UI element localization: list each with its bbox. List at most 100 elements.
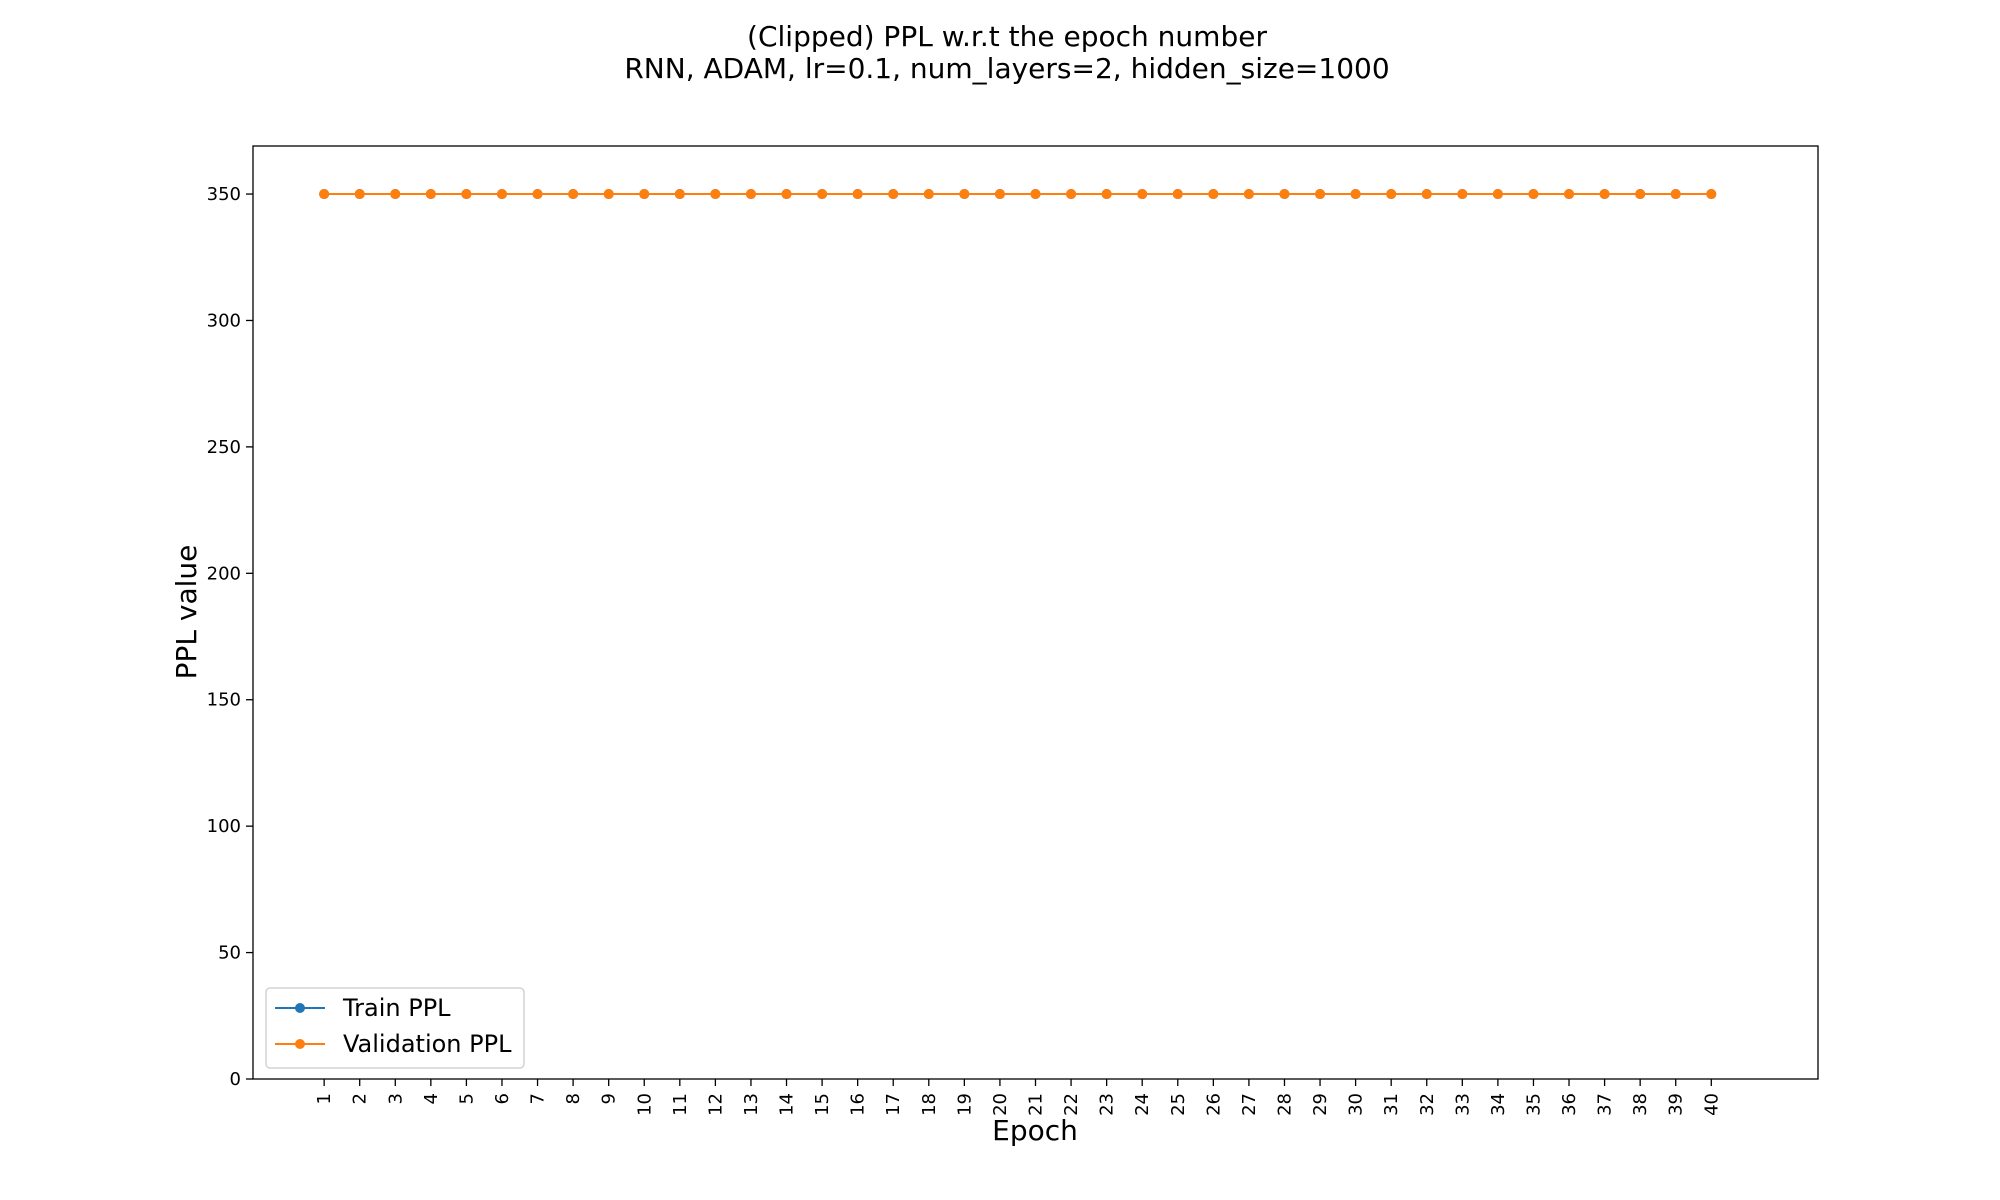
- chart-title: (Clipped) PPL w.r.t the epoch number: [747, 20, 1267, 53]
- x-tick-label: 32: [1417, 1093, 1438, 1116]
- y-tick-label: 150: [207, 690, 241, 711]
- data-point-validation-ppl: [1066, 189, 1077, 200]
- data-point-validation-ppl: [496, 189, 507, 200]
- data-point-validation-ppl: [1137, 189, 1148, 200]
- data-point-validation-ppl: [781, 189, 792, 200]
- data-point-validation-ppl: [1315, 189, 1326, 200]
- data-point-validation-ppl: [461, 189, 472, 200]
- data-point-validation-ppl: [1635, 189, 1646, 200]
- data-point-validation-ppl: [817, 189, 828, 200]
- data-point-validation-ppl: [994, 189, 1005, 200]
- data-point-validation-ppl: [1599, 189, 1610, 200]
- x-tick-label: 24: [1132, 1093, 1153, 1116]
- x-tick-label: 25: [1168, 1093, 1189, 1116]
- x-tick-label: 13: [741, 1093, 762, 1116]
- data-point-validation-ppl: [1172, 189, 1183, 200]
- x-axis-label: Epoch: [992, 1114, 1078, 1147]
- y-tick-label: 50: [218, 943, 241, 964]
- chart-subtitle: RNN, ADAM, lr=0.1, num_layers=2, hidden_…: [624, 52, 1389, 85]
- x-tick-label: 30: [1346, 1093, 1367, 1116]
- data-point-validation-ppl: [425, 189, 436, 200]
- x-tick-label: 40: [1701, 1093, 1722, 1116]
- x-tick-label: 35: [1523, 1093, 1544, 1116]
- legend: Train PPL Validation PPL: [265, 987, 525, 1069]
- data-point-validation-ppl: [1208, 189, 1219, 200]
- x-tick-label: 36: [1559, 1093, 1580, 1116]
- x-tick-label: 10: [634, 1093, 655, 1116]
- y-tick-label: 200: [207, 563, 241, 584]
- x-tick-label: 2: [350, 1093, 371, 1104]
- x-tick-label: 16: [848, 1093, 869, 1116]
- x-tick-label: 11: [670, 1093, 691, 1116]
- data-point-validation-ppl: [1243, 189, 1254, 200]
- x-tick-label: 27: [1239, 1093, 1260, 1116]
- x-tick-label: 34: [1488, 1093, 1509, 1116]
- legend-box: [265, 987, 525, 1069]
- data-point-validation-ppl: [1030, 189, 1041, 200]
- y-tick-label: 300: [207, 310, 241, 331]
- data-point-validation-ppl: [1564, 189, 1575, 200]
- x-tick-label: 23: [1097, 1093, 1118, 1116]
- data-point-validation-ppl: [532, 189, 543, 200]
- legend-validation-label: Validation PPL: [343, 1030, 512, 1058]
- data-point-validation-ppl: [1706, 189, 1717, 200]
- x-tick-label: 20: [990, 1093, 1011, 1116]
- x-tick-label: 33: [1452, 1093, 1473, 1116]
- data-point-validation-ppl: [354, 189, 365, 200]
- data-point-validation-ppl: [1421, 189, 1432, 200]
- data-point-validation-ppl: [745, 189, 756, 200]
- data-point-validation-ppl: [568, 189, 579, 200]
- y-tick-label: 0: [230, 1069, 241, 1090]
- x-tick-label: 28: [1274, 1093, 1295, 1116]
- data-point-validation-ppl: [1528, 189, 1539, 200]
- x-tick-label: 18: [919, 1093, 940, 1116]
- x-tick-label: 12: [705, 1093, 726, 1116]
- data-point-validation-ppl: [852, 189, 863, 200]
- data-point-validation-ppl: [1101, 189, 1112, 200]
- x-tick-label: 38: [1630, 1093, 1651, 1116]
- data-point-validation-ppl: [390, 189, 401, 200]
- data-point-validation-ppl: [923, 189, 934, 200]
- x-tick-label: 37: [1595, 1093, 1616, 1116]
- data-point-validation-ppl: [710, 189, 721, 200]
- data-point-validation-ppl: [888, 189, 899, 200]
- data-point-validation-ppl: [1670, 189, 1681, 200]
- x-tick-label: 14: [777, 1093, 798, 1116]
- x-tick-label: 21: [1026, 1093, 1047, 1116]
- x-tick-label: 4: [421, 1093, 442, 1104]
- x-tick-label: 5: [456, 1093, 477, 1104]
- y-tick-label: 100: [207, 816, 241, 837]
- x-tick-label: 31: [1381, 1093, 1402, 1116]
- data-point-validation-ppl: [639, 189, 650, 200]
- data-point-validation-ppl: [1350, 189, 1361, 200]
- x-tick-label: 29: [1310, 1093, 1331, 1116]
- data-point-validation-ppl: [959, 189, 970, 200]
- x-tick-label: 8: [563, 1093, 584, 1104]
- x-tick-label: 26: [1203, 1093, 1224, 1116]
- x-tick-label: 9: [599, 1093, 620, 1104]
- legend-train-marker: [295, 1003, 305, 1013]
- x-tick-label: 39: [1666, 1093, 1687, 1116]
- data-point-validation-ppl: [1386, 189, 1397, 200]
- series-validation-ppl: [319, 189, 1717, 200]
- data-point-validation-ppl: [603, 189, 614, 200]
- series-layer: [319, 189, 1717, 200]
- x-axis: 1 2 3 4 5 6 7 8 9 10 11 12 13 14 15 16 17 18 19 20 21 22 23 24 2…: [314, 1079, 1722, 1116]
- x-tick-label: 15: [812, 1093, 833, 1116]
- x-tick-label: 19: [954, 1093, 975, 1116]
- data-point-validation-ppl: [1279, 189, 1290, 200]
- data-point-validation-ppl: [674, 189, 685, 200]
- y-axis-label: PPL value: [170, 545, 203, 680]
- data-point-validation-ppl: [1457, 189, 1468, 200]
- y-axis: 0 50 100 150 200 250 300 350: [207, 184, 253, 1090]
- x-tick-label: 17: [883, 1093, 904, 1116]
- x-tick-label: 6: [492, 1093, 513, 1104]
- y-tick-label: 250: [207, 437, 241, 458]
- x-tick-label: 1: [314, 1093, 335, 1104]
- legend-train-label: Train PPL: [342, 994, 451, 1022]
- x-tick-label: 7: [528, 1093, 549, 1104]
- y-tick-label: 350: [207, 184, 241, 205]
- data-point-validation-ppl: [319, 189, 330, 200]
- x-tick-label: 3: [385, 1093, 406, 1104]
